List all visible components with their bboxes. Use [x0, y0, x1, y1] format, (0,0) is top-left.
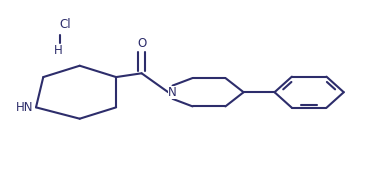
Text: Cl: Cl	[59, 18, 71, 31]
Text: N: N	[168, 86, 177, 99]
Text: H: H	[54, 44, 62, 57]
Text: HN: HN	[16, 101, 34, 114]
Text: O: O	[137, 36, 146, 50]
